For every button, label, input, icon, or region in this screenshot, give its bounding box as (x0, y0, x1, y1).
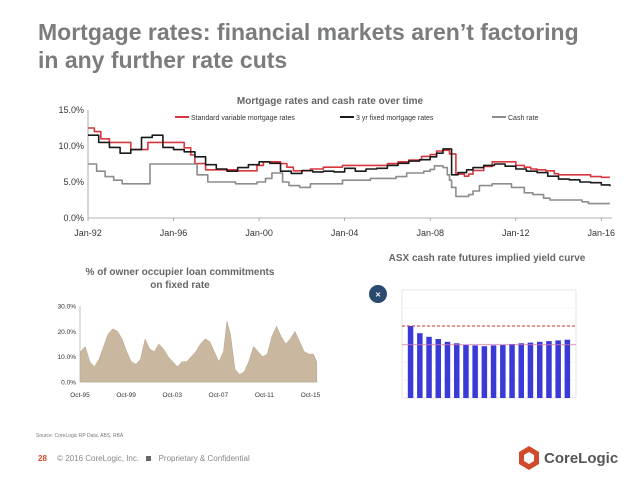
futures-bar (463, 344, 469, 398)
asx-logo-icon (369, 285, 387, 303)
corelogic-logo-icon-inner (524, 452, 534, 464)
asx-logo-mark: ✕ (375, 292, 381, 299)
y-tick-label: 0.0% (61, 380, 76, 387)
futures-bar (417, 333, 423, 398)
series-line (88, 134, 611, 187)
slide-title: Mortgage rates: financial markets aren’t… (38, 18, 628, 74)
futures-bar (546, 341, 552, 398)
asx-yield-curve-chart: ✕ (364, 278, 582, 410)
futures-bar (407, 326, 414, 398)
futures-bar (518, 343, 524, 398)
slide-title-line1: Mortgage rates: financial markets aren’t… (38, 19, 579, 45)
series-line (88, 163, 610, 205)
y-tick-label: 20.0% (58, 329, 77, 336)
footer-confidential: Proprietary & Confidential (158, 454, 250, 463)
series-line (88, 127, 610, 179)
futures-bar (472, 345, 478, 398)
futures-bar (454, 343, 460, 398)
slide-title-line2: in any further rate cuts (38, 47, 288, 73)
futures-bar (426, 336, 432, 398)
footer-separator-icon (146, 456, 152, 462)
futures-bar (500, 344, 506, 398)
futures-bar (490, 345, 497, 398)
x-tick-label: Oct-11 (255, 392, 274, 399)
mortgage-rates-chart: Mortgage rates and cash rate over time 0.… (58, 96, 616, 238)
corelogic-logo: CoreLogic (519, 446, 618, 470)
fixed-share-area (80, 321, 318, 383)
y-tick-label: 30.0% (58, 304, 77, 311)
x-tick-label: Oct-95 (70, 392, 90, 399)
y-tick-label: 0.0% (63, 213, 84, 223)
corelogic-logo-text: CoreLogic (544, 450, 618, 467)
legend-label: Standard variable mortgage rates (191, 115, 295, 122)
footer-text: 28 © 2016 CoreLogic, Inc. Proprietary & … (38, 454, 250, 463)
fixed-rate-chart-title-line1: % of owner occupier loan commitments (85, 267, 275, 278)
fixed-rate-chart-title-line2: on fixed rate (150, 280, 210, 291)
futures-bar (555, 340, 561, 398)
chart-title: Mortgage rates and cash rate over time (237, 96, 424, 107)
x-tick-label: Jan-96 (160, 228, 188, 238)
y-tick-label: 5.0% (63, 177, 84, 187)
legend-label: Cash rate (508, 115, 538, 122)
y-tick-label: 15.0% (58, 105, 84, 115)
source-note: Source: CoreLogic RP Data, ABS, RBA (36, 433, 124, 439)
legend-label: 3 yr fixed mortgage rates (356, 115, 434, 122)
futures-bar (509, 344, 515, 398)
futures-bar (537, 341, 543, 398)
futures-bar (435, 339, 441, 398)
x-tick-label: Jan-08 (416, 228, 444, 238)
x-tick-label: Oct-99 (116, 392, 136, 399)
futures-bar (564, 339, 571, 398)
fixed-rate-share-chart: 0.0% 10.0% 20.0% 30.0% Oct-95 Oct-99 Oct-03 Oct… (58, 304, 321, 400)
y-tick-label: 10.0% (58, 141, 84, 151)
x-tick-label: Jan-92 (74, 228, 102, 238)
x-tick-label: Jan-04 (331, 228, 359, 238)
footer-copyright: © 2016 CoreLogic, Inc. (57, 454, 140, 463)
page-number: 28 (38, 454, 47, 463)
x-tick-label: Oct-07 (209, 392, 229, 399)
futures-bar (527, 342, 534, 398)
y-tick-label: 10.0% (58, 354, 77, 361)
x-tick-label: Jan-00 (245, 228, 273, 238)
x-tick-label: Oct-15 (301, 392, 321, 399)
x-tick-label: Jan-12 (502, 228, 530, 238)
x-tick-label: Jan-16 (588, 228, 616, 238)
asx-yield-curve-title: ASX cash rate futures implied yield curv… (388, 253, 586, 264)
futures-bar (481, 346, 488, 398)
futures-bar (444, 341, 451, 398)
fixed-rate-chart-title: % of owner occupier loan commitments on … (40, 266, 320, 292)
x-tick-label: Oct-03 (162, 392, 182, 399)
